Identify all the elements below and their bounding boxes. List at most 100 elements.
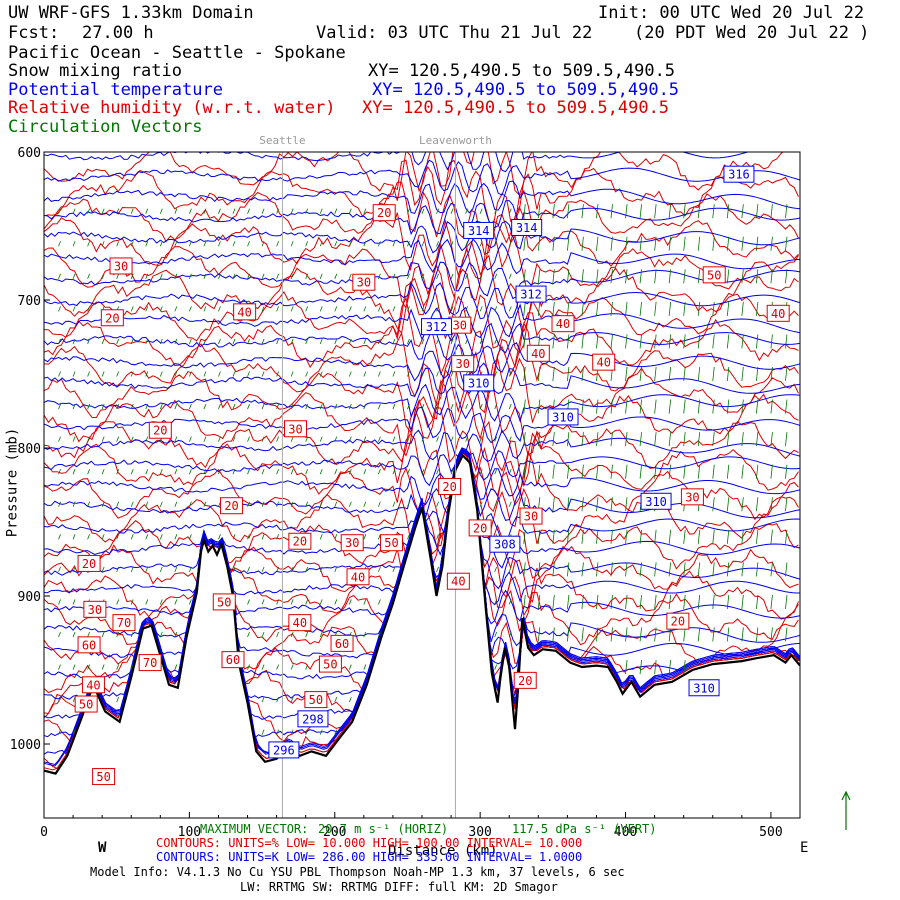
circulation-vector (610, 562, 613, 577)
x-tick-label: 100 (178, 825, 201, 840)
circulation-vector (72, 664, 76, 670)
circulation-vector (72, 306, 76, 312)
circulation-vector (247, 436, 250, 442)
circulation-vector (785, 366, 788, 382)
circulation-vector (566, 301, 570, 316)
circulation-vector (87, 436, 90, 442)
rh-contour-label: 30 (288, 422, 302, 436)
circulation-vector (276, 566, 279, 573)
circulation-vector (58, 403, 61, 410)
circulation-vector (566, 204, 570, 219)
circulation-vector (276, 338, 279, 345)
circulation-vector (232, 403, 236, 410)
circulation-vector (537, 464, 541, 479)
circulation-vector (348, 306, 352, 312)
circulation-vector (218, 241, 221, 247)
circulation-vector (581, 529, 584, 544)
circulation-vector (785, 627, 788, 642)
circulation-vector (276, 599, 279, 605)
circulation-vector (596, 399, 599, 414)
circulation-vector (87, 338, 90, 345)
circulation-vector (87, 534, 90, 540)
circulation-vector (116, 599, 120, 605)
circulation-vector (392, 501, 396, 507)
terrain-line (44, 453, 800, 775)
rh-contour-label-box (519, 507, 543, 525)
circulation-vector (159, 208, 163, 214)
circulation-vector (319, 371, 323, 377)
circulation-vector (116, 371, 120, 377)
circulation-vector (218, 338, 221, 345)
circulation-vector (755, 464, 759, 479)
circulation-vector (552, 301, 555, 316)
circulation-vector (494, 338, 498, 345)
circulation-vector (770, 497, 773, 512)
circulation-vector (378, 338, 381, 345)
circulation-vectors (58, 204, 788, 735)
circulation-vector (494, 664, 498, 670)
circulation-vector (741, 269, 744, 284)
rh-contour-label-box (379, 534, 403, 552)
circulation-vector (668, 432, 672, 447)
circulation-vector (319, 436, 323, 442)
rh-contour-label-box (112, 614, 136, 632)
circulation-vector (755, 236, 759, 251)
circulation-vector (523, 594, 526, 609)
circulation-vector (625, 399, 628, 414)
circulation-vector (363, 306, 367, 312)
theta-contour-label: 310 (552, 410, 574, 424)
circulation-vector (683, 659, 686, 675)
circulation-vector (741, 594, 744, 609)
circulation-vector (596, 432, 599, 447)
circulation-vector (116, 696, 120, 703)
circulation-vector (668, 366, 672, 382)
circulation-vector (290, 566, 294, 573)
circulation-vector (72, 501, 76, 507)
circulation-vector (58, 371, 61, 377)
circulation-vector (101, 469, 105, 475)
theta-contour-label: 310 (645, 495, 667, 509)
circulation-vector (436, 338, 439, 345)
circulation-vector (654, 627, 657, 642)
rh-contour-line (44, 406, 799, 488)
rh-contour-label: 60 (335, 637, 349, 651)
theta-contour-label: 312 (426, 320, 448, 334)
theta-contour-label-box (515, 285, 547, 303)
circulation-vector (276, 436, 279, 442)
circulation-vector (334, 501, 338, 507)
circulation-vector (159, 566, 163, 573)
circulation-vector (334, 729, 338, 735)
y-tick-label: 900 (18, 590, 41, 605)
circulation-vector (770, 562, 773, 577)
y-tick-label: 700 (18, 294, 41, 309)
circulation-vector (596, 562, 599, 577)
circulation-vector (276, 241, 279, 247)
circulation-vector (261, 631, 265, 638)
circulation-vector (72, 534, 76, 540)
circulation-vector (566, 627, 570, 642)
circulation-vector (363, 664, 367, 670)
circulation-vector (726, 562, 730, 577)
circulation-vector (203, 338, 207, 345)
circulation-vector (552, 432, 555, 447)
circulation-vector (130, 371, 134, 377)
circulation-vector (450, 208, 454, 214)
circulation-vector (116, 631, 120, 638)
circulation-vector (523, 399, 526, 414)
circulation-vector (392, 566, 396, 573)
circulation-vector (610, 432, 613, 447)
circulation-vector (712, 594, 715, 609)
circulation-vector (654, 204, 657, 219)
circulation-vector (378, 469, 381, 475)
circulation-vector (494, 273, 498, 279)
circulation-vector (741, 334, 744, 349)
rh-contour-line (44, 451, 799, 771)
circulation-vector (494, 501, 498, 507)
circulation-vector (741, 301, 744, 316)
theta-contour-label: 308 (494, 538, 516, 552)
circulation-vector (596, 269, 599, 284)
circulation-vector (639, 366, 642, 382)
theta-contour-line (44, 152, 750, 173)
rh-contour-line (44, 296, 799, 383)
west-label: W (98, 840, 107, 856)
